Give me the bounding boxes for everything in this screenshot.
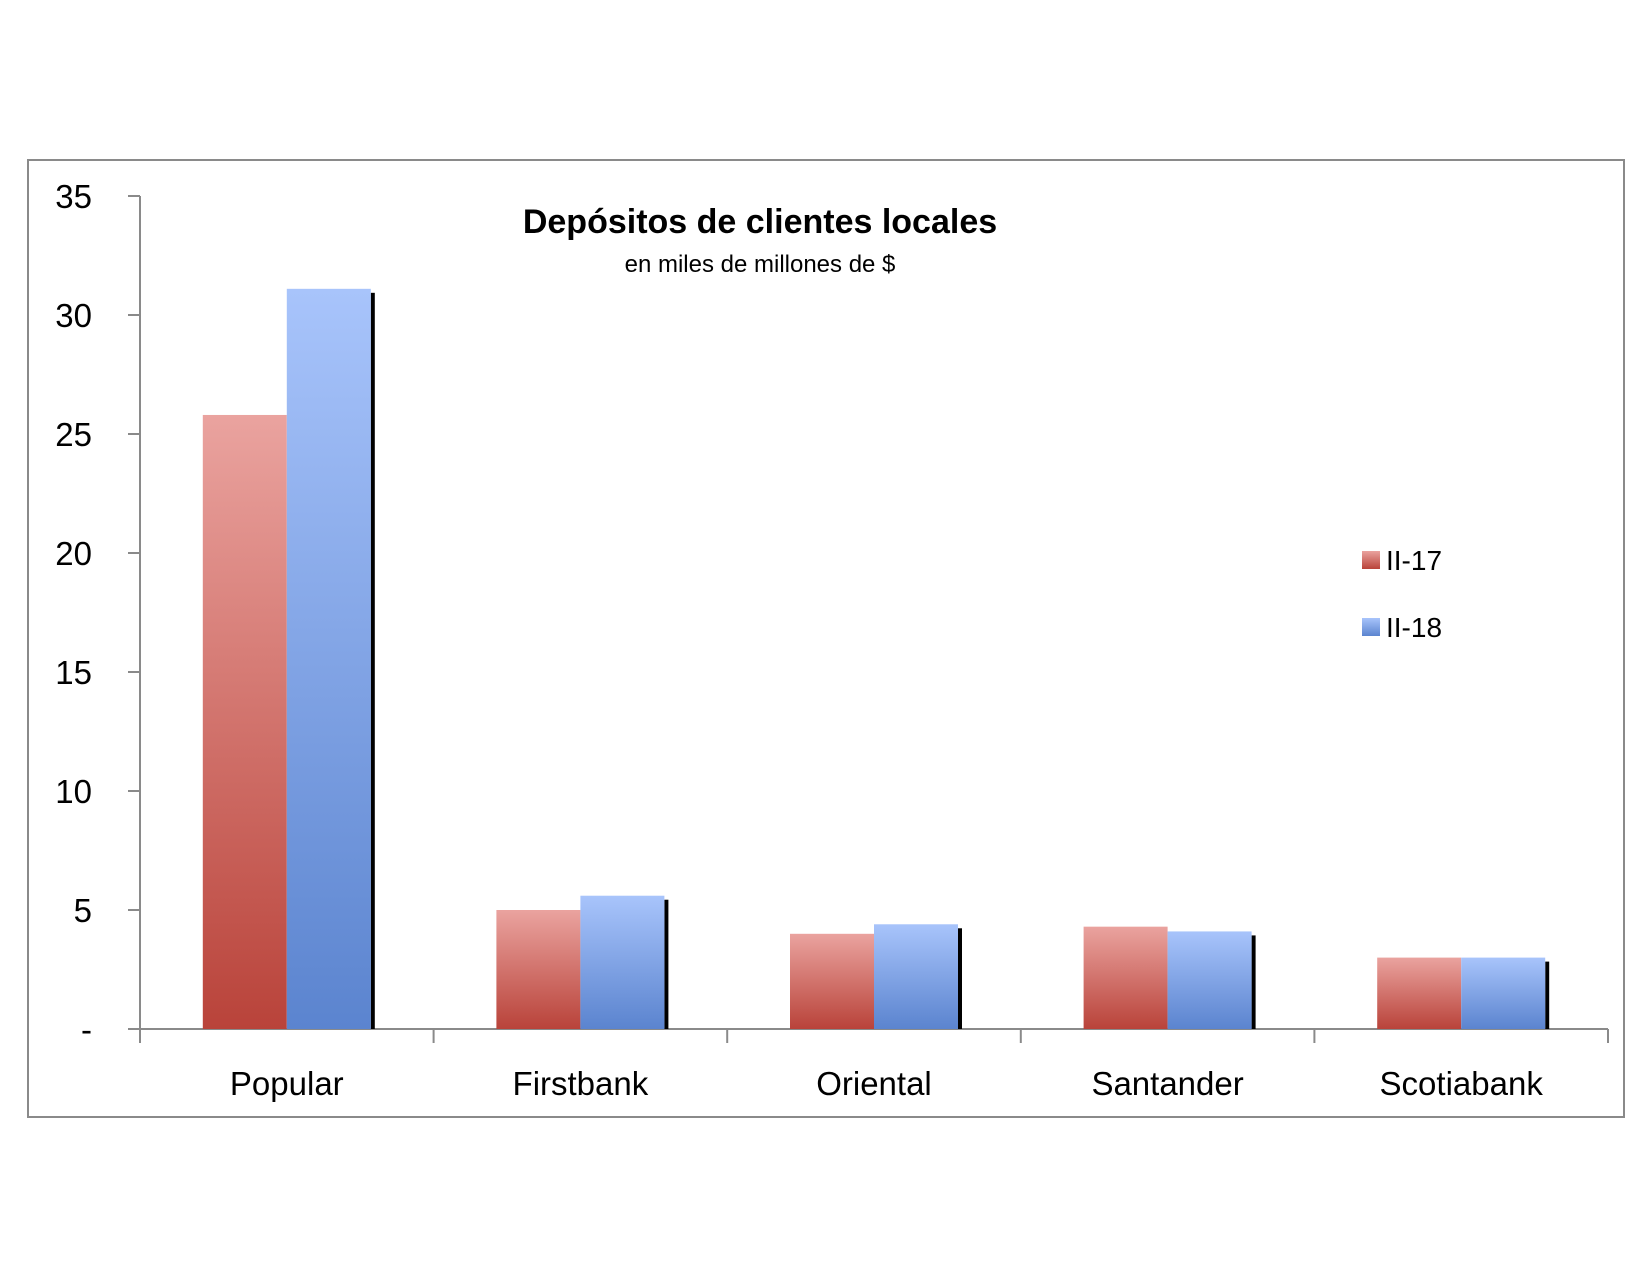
axes: - 5 10 15 20 25 30 35 Popular Firstbank Oriental Sa… [55, 178, 1609, 1102]
x-tick-label: Santander [1091, 1065, 1243, 1102]
bar-II-18 [580, 895, 665, 1029]
legend: II-17 II-18 [1362, 545, 1442, 643]
y-tick-label: 5 [74, 892, 92, 929]
x-tick-label: Scotiabank [1380, 1065, 1544, 1102]
bar-II-17 [790, 933, 874, 1029]
bar-II-18 [874, 924, 958, 1029]
y-tick-label: 30 [55, 297, 92, 334]
bar-II-18 [1167, 931, 1252, 1029]
bar-II-18 [286, 288, 371, 1029]
bar-shadow [958, 928, 962, 1029]
y-tick-label: 20 [55, 535, 92, 572]
bar-II-17 [202, 414, 287, 1030]
legend-label: II-18 [1386, 612, 1442, 643]
bar-II-17 [496, 910, 581, 1029]
legend-label: II-17 [1386, 545, 1442, 576]
x-tick-label: Popular [230, 1065, 344, 1102]
y-tick-label: 35 [55, 178, 92, 215]
chart-title: Depósitos de clientes locales [523, 203, 997, 241]
bar-shadow [1545, 961, 1550, 1029]
legend-swatch [1362, 551, 1380, 569]
bar-shadow [1251, 935, 1256, 1029]
bar-II-18 [1461, 957, 1546, 1029]
bar-II-17 [1083, 926, 1168, 1029]
legend-swatch [1362, 618, 1380, 636]
y-tick-label: 25 [55, 416, 92, 453]
y-tick-label: 15 [55, 654, 92, 691]
chart-subtitle: en miles de millones de $ [625, 251, 896, 278]
bar-shadow [664, 899, 669, 1029]
x-tick-label: Firstbank [513, 1065, 649, 1102]
y-tick-label: - [81, 1011, 92, 1048]
bar-shadow [370, 292, 375, 1029]
x-tick-label: Oriental [816, 1065, 932, 1102]
bar-II-17 [1377, 957, 1462, 1029]
bars-group [202, 288, 1550, 1030]
y-tick-label: 10 [55, 773, 92, 810]
